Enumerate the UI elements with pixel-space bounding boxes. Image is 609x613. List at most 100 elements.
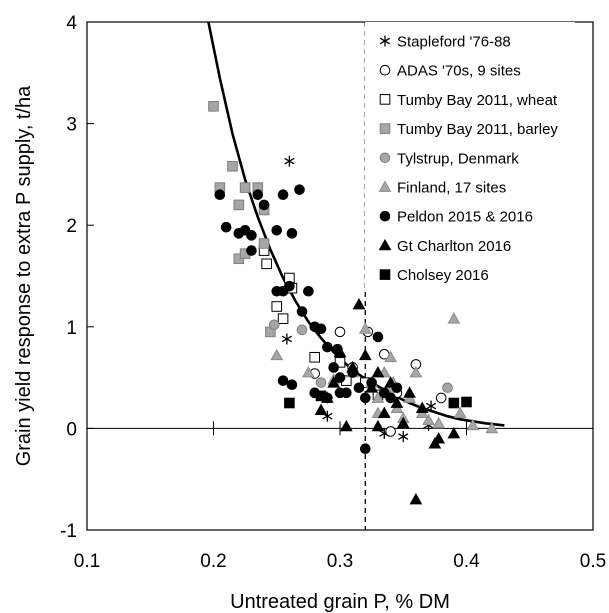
data-point: [352, 297, 366, 310]
legend-box: [365, 22, 575, 291]
data-point: [377, 406, 391, 419]
data-point: [371, 391, 385, 403]
asterisk-stroke: [398, 433, 409, 440]
data-point: [403, 386, 416, 398]
data-point: [447, 312, 461, 324]
legend-label: Tylstrup, Denmark: [397, 150, 519, 167]
data-point: [261, 258, 272, 270]
legend-marker: [378, 180, 392, 192]
data-point: [246, 230, 257, 241]
data-point: [334, 326, 346, 338]
legend-marker: [379, 269, 391, 280]
data-point: [284, 155, 295, 167]
data-point: [384, 350, 397, 363]
x-tick-label: 0.2: [200, 551, 226, 572]
y-tick-label: 1: [66, 318, 77, 339]
data-point: [277, 189, 289, 201]
data-point: [339, 419, 353, 432]
data-point: [334, 357, 346, 368]
data-point: [302, 365, 315, 378]
data-point: [334, 372, 346, 383]
data-point: [385, 392, 396, 404]
series-group: [284, 390, 472, 409]
data-point: [309, 351, 320, 363]
asterisk-stroke: [379, 37, 391, 45]
data-point: [214, 189, 226, 201]
legend-label: Gt Charlton 2016: [397, 238, 511, 255]
y-tick-label: 3: [66, 115, 77, 136]
legend-label: Peldon 2015 & 2016: [397, 209, 533, 226]
x-tick-label: 0.4: [453, 551, 480, 572]
x-tick-label: 0.3: [327, 551, 353, 572]
y-axis-title: Grain yield response to extra P supply, …: [13, 85, 35, 466]
data-point: [239, 182, 251, 193]
series-group: [314, 297, 461, 505]
data-point: [296, 324, 308, 336]
data-point: [435, 392, 447, 404]
data-point: [371, 419, 385, 432]
data-point: [281, 333, 292, 345]
legend-label: Stapleford '76-88: [397, 34, 511, 51]
data-point: [360, 443, 371, 455]
legend-item: Tumby Bay 2011, barley: [379, 121, 558, 138]
data-point: [315, 390, 327, 402]
x-tick-label: 0.1: [74, 551, 100, 572]
legend-label: Tumby Bay 2011, wheat: [397, 92, 558, 109]
data-point: [233, 199, 245, 211]
data-point: [372, 331, 384, 343]
data-point: [322, 341, 333, 353]
data-point: [286, 228, 298, 239]
legend-marker: [379, 152, 391, 164]
data-point: [353, 382, 365, 394]
legend-label: ADAS '70s, 9 sites: [397, 63, 521, 80]
data-point: [415, 401, 429, 413]
asterisk-stroke: [425, 402, 437, 410]
data-point: [409, 365, 423, 378]
legend-label: Tumby Bay 2011, barley: [397, 121, 558, 138]
data-point: [461, 396, 472, 408]
asterisk-stroke: [284, 157, 295, 165]
legend-marker: [379, 94, 391, 105]
data-point: [220, 221, 232, 233]
legend-item: Cholsey 2016: [379, 267, 489, 284]
data-point: [296, 306, 308, 317]
legend-item: Stapleford '76-88: [379, 34, 511, 51]
y-tick-label: -1: [60, 521, 77, 542]
data-point: [360, 392, 371, 404]
data-point: [425, 400, 437, 412]
data-point: [432, 416, 446, 429]
legend-item: Finland, 17 sites: [378, 180, 506, 197]
y-tick-labels: -1 0 1 2 3 4: [60, 13, 77, 542]
data-point: [284, 397, 295, 409]
data-point: [258, 199, 270, 211]
data-point: [294, 184, 305, 195]
x-tick-labels: 0.1 0.2 0.3 0.4 0.5: [74, 551, 606, 572]
data-point: [258, 238, 270, 249]
data-point: [271, 301, 283, 312]
data-point: [396, 416, 410, 429]
data-point: [398, 431, 409, 443]
data-point: [358, 348, 372, 361]
data-point: [442, 382, 453, 394]
data-point: [365, 381, 378, 393]
y-tick-label: 2: [66, 216, 77, 237]
legend-item: Peldon 2015 & 2016: [379, 209, 533, 226]
data-point: [277, 313, 289, 324]
data-point: [284, 280, 295, 292]
data-point: [448, 397, 460, 409]
data-point: [432, 432, 446, 444]
legend: Stapleford '76-88 ADAS '70s, 9 sites Tumby…: [365, 22, 575, 291]
data-point: [315, 377, 327, 388]
legend-label: Cholsey 2016: [397, 267, 489, 284]
data-point: [346, 360, 359, 373]
data-point: [303, 285, 314, 297]
asterisk-stroke: [281, 335, 292, 343]
x-axis-title: Untreated grain P, % DM: [230, 591, 450, 613]
data-point: [227, 160, 238, 172]
data-point: [371, 365, 385, 378]
data-point: [409, 492, 423, 505]
data-point: [315, 323, 327, 335]
data-point: [328, 362, 339, 373]
data-point: [485, 421, 499, 434]
